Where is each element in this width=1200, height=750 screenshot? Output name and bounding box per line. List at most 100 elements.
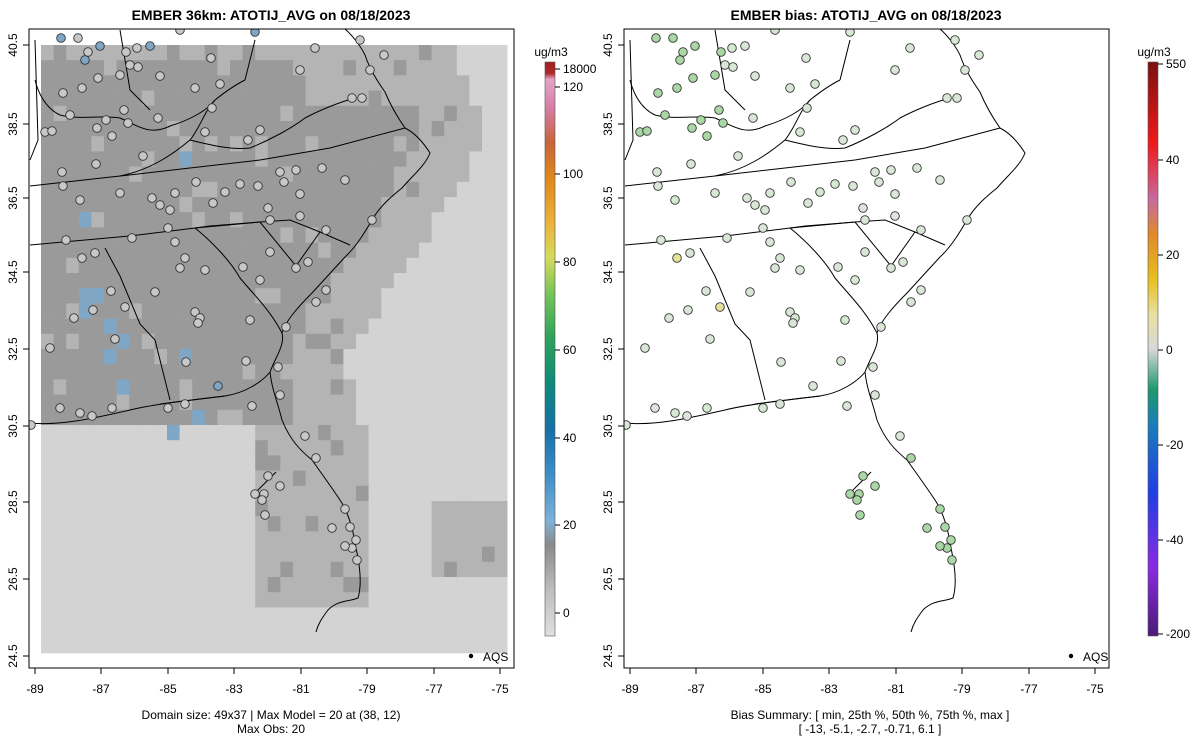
bias-point bbox=[886, 165, 896, 175]
model-grid-cell bbox=[116, 288, 130, 304]
station-point bbox=[29, 420, 36, 430]
model-grid-cell bbox=[356, 455, 369, 471]
bias-point bbox=[668, 33, 678, 43]
model-grid-cell bbox=[192, 516, 206, 532]
model-grid-cell bbox=[330, 470, 344, 487]
model-grid-cell bbox=[104, 516, 117, 532]
model-grid-cell bbox=[91, 440, 105, 456]
model-grid-cell bbox=[267, 546, 281, 563]
model-grid-cell bbox=[469, 45, 483, 61]
right-x-tick-label: -81 bbox=[887, 682, 905, 696]
left-colorbar bbox=[544, 61, 556, 637]
model-grid-cell bbox=[179, 546, 193, 563]
model-grid-cell bbox=[41, 197, 54, 213]
model-grid-cell bbox=[230, 288, 243, 304]
model-grid-cell bbox=[255, 45, 269, 61]
bias-point bbox=[836, 356, 846, 366]
station-point bbox=[310, 43, 320, 53]
model-grid-cell bbox=[255, 333, 269, 350]
model-grid-cell bbox=[167, 531, 180, 547]
model-grid-cell bbox=[167, 90, 180, 107]
model-grid-cell bbox=[91, 577, 105, 593]
left-y-tick-label: 36.5 bbox=[6, 186, 20, 210]
model-grid-cell bbox=[255, 577, 269, 593]
model-grid-cell bbox=[381, 501, 395, 517]
station-point bbox=[367, 215, 377, 225]
model-grid-cell bbox=[41, 485, 54, 502]
model-grid-cell bbox=[444, 136, 458, 152]
model-grid-cell bbox=[393, 318, 407, 335]
model-grid-cell bbox=[393, 577, 407, 593]
model-grid-cell bbox=[104, 364, 117, 380]
model-grid-cell bbox=[242, 577, 256, 593]
model-grid-cell bbox=[368, 90, 382, 107]
model-grid-cell bbox=[204, 90, 218, 107]
model-grid-cell bbox=[293, 121, 306, 137]
model-grid-cell bbox=[66, 333, 80, 350]
model-grid-cell bbox=[78, 485, 92, 502]
model-grid-cell bbox=[53, 318, 67, 335]
model-grid-cell bbox=[41, 501, 54, 517]
model-grid-cell bbox=[116, 364, 130, 380]
station-point bbox=[275, 481, 285, 491]
model-grid-cell bbox=[381, 242, 395, 259]
bias-point bbox=[727, 43, 737, 53]
model-grid-cell bbox=[318, 318, 332, 335]
model-grid-cell bbox=[217, 121, 231, 137]
model-grid-cell bbox=[393, 379, 407, 395]
model-grid-cell bbox=[356, 485, 369, 502]
model-grid-cell bbox=[167, 303, 180, 319]
station-point bbox=[101, 115, 111, 125]
model-grid-cell bbox=[154, 485, 168, 502]
bias-point bbox=[868, 362, 878, 372]
bias-point bbox=[701, 286, 711, 296]
left-panel: EMBER 36km: ATOTIJ_AVG on 08/18/2023 -89… bbox=[6, 7, 597, 736]
model-grid-cell bbox=[192, 394, 206, 411]
model-grid-cell bbox=[456, 516, 470, 532]
model-grid-cell bbox=[343, 440, 357, 456]
bias-point bbox=[660, 110, 670, 120]
model-grid-cell bbox=[419, 60, 432, 76]
model-grid-cell bbox=[78, 546, 92, 563]
model-grid-cell bbox=[482, 105, 495, 122]
model-grid-cell bbox=[494, 501, 508, 517]
model-grid-cell bbox=[293, 577, 306, 593]
model-grid-cell bbox=[41, 151, 54, 167]
model-grid-cell bbox=[230, 394, 243, 411]
model-grid-cell bbox=[419, 242, 432, 259]
model-grid-cell bbox=[217, 166, 231, 183]
model-grid-cell bbox=[78, 637, 92, 654]
model-grid-cell bbox=[293, 561, 306, 578]
model-grid-cell bbox=[419, 485, 432, 502]
model-grid-cell bbox=[217, 242, 231, 259]
model-grid-cell bbox=[381, 212, 395, 228]
model-grid-cell bbox=[419, 349, 432, 365]
model-grid-cell bbox=[343, 349, 357, 365]
model-grid-cell bbox=[230, 212, 243, 228]
model-grid-cell bbox=[41, 288, 54, 304]
model-grid-cell bbox=[318, 90, 332, 107]
model-grid-cell bbox=[217, 440, 231, 456]
model-grid-cell bbox=[293, 364, 306, 380]
bias-point bbox=[890, 189, 900, 199]
model-grid-cell bbox=[431, 60, 445, 76]
model-grid-cell bbox=[41, 455, 54, 471]
model-grid-cell bbox=[406, 470, 420, 487]
model-grid-cell bbox=[179, 470, 193, 487]
model-grid-cell bbox=[192, 60, 206, 76]
model-grid-cell bbox=[141, 75, 155, 91]
bias-point bbox=[855, 510, 865, 520]
station-point bbox=[291, 165, 301, 175]
model-grid-cell bbox=[280, 470, 294, 487]
model-grid-cell bbox=[129, 197, 143, 213]
model-grid-cell bbox=[318, 592, 332, 608]
model-grid-cell bbox=[456, 273, 470, 289]
model-grid-cell bbox=[255, 516, 269, 532]
model-grid-cell bbox=[406, 181, 420, 198]
model-grid-cell bbox=[179, 440, 193, 456]
model-grid-cell bbox=[280, 394, 294, 411]
model-grid-cell bbox=[267, 349, 281, 365]
station-point bbox=[281, 322, 291, 332]
model-grid-cell bbox=[482, 409, 495, 426]
colorbar-tick-label: -20 bbox=[1166, 438, 1184, 452]
